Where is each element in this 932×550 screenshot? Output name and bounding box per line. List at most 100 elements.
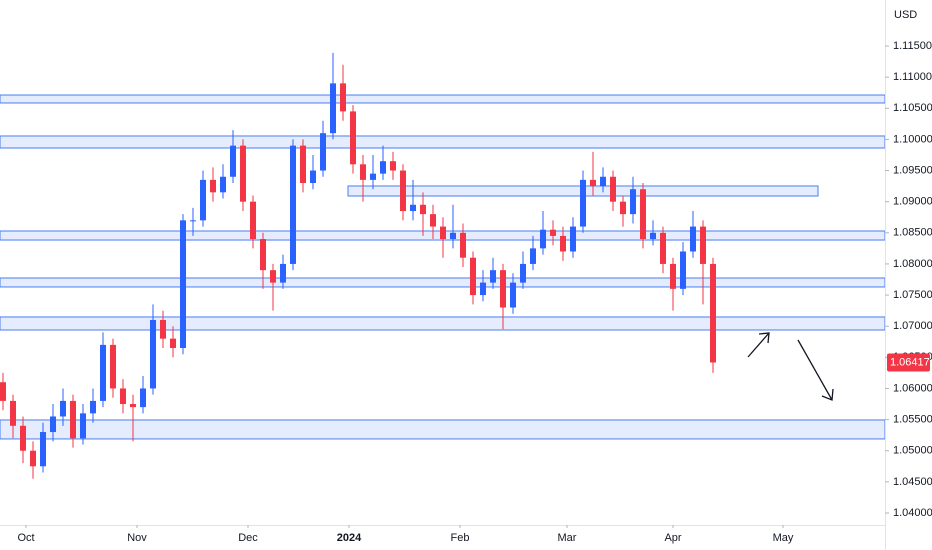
x-tick-label: Dec — [238, 532, 258, 544]
candle-body — [540, 229, 546, 249]
candle-body — [50, 416, 56, 433]
candle-body — [180, 220, 186, 348]
y-tick-label: 1.09500 — [893, 164, 932, 176]
candle-body — [430, 214, 436, 227]
candle-body — [40, 432, 46, 467]
arrow-up — [747, 332, 770, 358]
candle-body — [530, 248, 536, 264]
y-tick-label: 1.07500 — [893, 289, 932, 301]
y-tick-label: 1.10000 — [893, 133, 932, 145]
candle-body — [270, 270, 276, 283]
candle-body — [690, 226, 696, 252]
candle-body — [160, 319, 166, 339]
candle-body — [20, 425, 26, 451]
candle-body — [710, 263, 716, 363]
candle-body — [170, 338, 176, 348]
y-tick-label: 1.04000 — [893, 507, 932, 519]
arrow-down — [797, 339, 834, 401]
candle-body — [310, 170, 316, 183]
x-tick-label: 2024 — [337, 532, 362, 544]
candle-body — [440, 226, 446, 240]
candle-body — [210, 179, 216, 193]
candle-body — [290, 145, 296, 264]
zone — [0, 316, 886, 331]
candle-body — [480, 282, 486, 296]
candle-body — [100, 344, 106, 401]
candle-body — [360, 164, 366, 180]
candle-body — [450, 232, 456, 240]
candle-body — [500, 270, 506, 308]
candle-body — [490, 270, 496, 283]
candle-body — [260, 239, 266, 271]
candle-body — [240, 145, 246, 202]
candle-body — [390, 161, 396, 171]
candle-body — [10, 400, 16, 426]
y-tick-label: 1.04500 — [893, 476, 932, 488]
candle-body — [140, 388, 146, 408]
last-price-box — [887, 353, 930, 372]
candle-body — [280, 263, 286, 283]
candles — [0, 52, 716, 479]
axes: 1.040001.045001.050001.055001.060001.065… — [17, 40, 932, 544]
x-tick-label: Feb — [451, 532, 470, 544]
candle-body — [420, 204, 426, 215]
candle-body — [400, 170, 406, 212]
candle-body — [570, 226, 576, 252]
candle-body — [630, 189, 636, 215]
candle-body — [670, 263, 676, 289]
candle-body — [90, 400, 96, 414]
zone — [0, 94, 886, 104]
candle-body — [380, 161, 386, 174]
currency-label: USD — [894, 9, 917, 21]
x-tick-label: Oct — [17, 532, 34, 544]
candle-body — [220, 176, 226, 193]
y-tick-label: 1.05000 — [893, 445, 932, 457]
candle-body — [60, 400, 66, 417]
candle-body — [580, 179, 586, 227]
candle-body — [700, 226, 706, 264]
candle-body — [510, 282, 516, 308]
x-tick-label: Nov — [127, 532, 147, 544]
candle-body — [0, 382, 6, 401]
candle-body — [200, 179, 206, 221]
x-tick-label: May — [773, 532, 794, 544]
candle-body — [230, 145, 236, 177]
zones — [0, 94, 886, 440]
candle-body — [460, 232, 466, 258]
y-tick-label: 1.10500 — [893, 102, 932, 114]
candle-body — [550, 229, 556, 236]
candle-body — [320, 133, 326, 171]
candle-body — [650, 232, 656, 240]
candle-body — [610, 176, 616, 202]
last-price-label: 1.06417 — [890, 356, 930, 368]
candle-body — [640, 189, 646, 240]
candle-body — [600, 176, 606, 187]
candle-body — [300, 145, 306, 183]
candle-body — [350, 111, 356, 165]
candle-body — [150, 319, 156, 389]
candle-body — [620, 201, 626, 215]
zone — [0, 277, 886, 288]
candle-body — [70, 400, 76, 439]
y-tick-label: 1.09000 — [893, 196, 932, 208]
candle-body — [370, 173, 376, 180]
candle-body — [590, 179, 596, 187]
candle-body — [30, 450, 36, 467]
candle-body — [80, 413, 86, 439]
candle-body — [470, 257, 476, 296]
candle-body — [250, 201, 256, 240]
candle-body — [410, 204, 416, 212]
candle-body — [130, 404, 136, 408]
candle-body — [340, 83, 346, 112]
x-tick-label: Apr — [664, 532, 681, 544]
y-tick-label: 1.06000 — [893, 382, 932, 394]
candle-body — [120, 388, 126, 405]
candle-body — [680, 251, 686, 289]
y-tick-label: 1.08500 — [893, 227, 932, 239]
candle-body — [520, 263, 526, 283]
zone — [0, 135, 886, 149]
candle-body — [660, 232, 666, 264]
candle-body — [560, 235, 566, 252]
